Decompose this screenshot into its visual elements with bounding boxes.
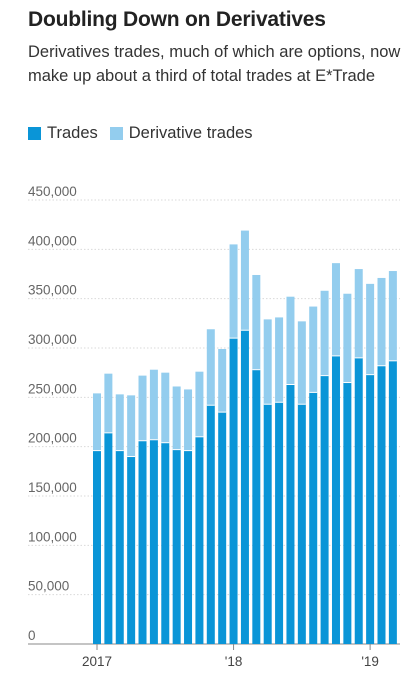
- chart-subtitle: Derivatives trades, much of which are op…: [28, 43, 401, 85]
- bar-derivative-trades: [93, 393, 101, 451]
- bar-derivative-trades: [354, 269, 363, 358]
- bar-trades: [263, 404, 272, 644]
- y-tick-label: 300,000: [28, 332, 77, 347]
- bar-trades: [206, 405, 215, 644]
- bar-derivative-trades: [229, 244, 238, 339]
- y-tick-label: 200,000: [28, 431, 77, 446]
- bar-trades: [229, 338, 238, 644]
- bar-derivative-trades: [206, 329, 215, 406]
- bar-trades: [377, 365, 386, 644]
- bar-derivative-trades: [297, 321, 306, 405]
- bar-derivative-trades: [184, 389, 193, 451]
- bar-trades: [115, 450, 124, 644]
- y-tick-label: 0: [28, 628, 36, 643]
- bar-derivative-trades: [161, 372, 170, 443]
- bar-trades: [252, 369, 261, 644]
- bar-trades: [161, 442, 170, 644]
- bar-derivative-trades: [286, 296, 295, 385]
- bar-derivative-trades: [252, 274, 261, 370]
- bar-derivative-trades: [331, 263, 340, 356]
- bar-trades: [127, 456, 136, 644]
- bar-trades: [366, 374, 375, 644]
- bar-derivative-trades: [240, 230, 249, 331]
- bar-trades: [240, 330, 249, 644]
- bar-derivative-trades: [218, 348, 227, 413]
- legend-label-trades: Trades: [47, 124, 98, 142]
- y-tick-label: 400,000: [28, 233, 77, 248]
- bar-trades: [309, 392, 318, 644]
- bar-trades: [343, 382, 352, 644]
- bar-derivative-trades: [275, 317, 284, 403]
- legend-item-trades: Trades: [28, 124, 98, 143]
- bar-derivative-trades: [377, 277, 386, 366]
- bar-derivative-trades: [388, 271, 397, 361]
- bar-trades: [93, 450, 101, 644]
- bar-trades: [297, 404, 306, 644]
- bar-derivative-trades: [127, 395, 136, 457]
- legend-label-derivative-trades: Derivative trades: [128, 124, 253, 142]
- bar-trades: [275, 402, 284, 644]
- bar-trades: [320, 375, 329, 644]
- bar-derivative-trades: [104, 373, 113, 433]
- y-tick-label: 100,000: [28, 529, 77, 544]
- x-tick-label: 2017: [82, 654, 112, 669]
- bar-trades: [331, 355, 340, 644]
- bar-derivative-trades: [366, 283, 375, 375]
- bar-derivative-trades: [149, 369, 158, 440]
- legend-item-derivative-trades: Derivative trades: [109, 124, 253, 143]
- y-tick-label: 150,000: [28, 480, 77, 495]
- x-tick-label: '19: [361, 654, 379, 669]
- y-tick-label: 50,000: [28, 579, 69, 594]
- bar-derivative-trades: [115, 394, 124, 451]
- bar-derivative-trades: [263, 319, 272, 405]
- legend-swatch-derivative-trades: [109, 127, 123, 140]
- bar-trades: [388, 360, 397, 644]
- bar-derivative-trades: [138, 375, 147, 441]
- bar-derivative-trades: [343, 293, 352, 383]
- chart-title: Doubling Down on Derivatives: [28, 8, 326, 31]
- bar-trades: [218, 412, 227, 644]
- bar-derivative-trades: [309, 306, 318, 393]
- y-tick-label: 450,000: [28, 184, 77, 199]
- bar-derivative-trades: [195, 371, 204, 437]
- bar-trades: [138, 440, 147, 644]
- bar-trades: [195, 436, 204, 644]
- chart-legend: Trades Derivative trades: [28, 124, 265, 143]
- y-tick-label: 350,000: [28, 283, 77, 298]
- bar-trades: [286, 384, 295, 644]
- bar-derivative-trades: [320, 290, 329, 376]
- bar-derivative-trades: [172, 386, 181, 450]
- legend-swatch-trades: [28, 127, 41, 140]
- y-tick-label: 250,000: [28, 381, 77, 396]
- bar-trades: [184, 450, 193, 644]
- x-tick-label: '18: [225, 654, 243, 669]
- bar-trades: [354, 357, 363, 644]
- bar-trades: [149, 439, 158, 644]
- bar-trades: [104, 432, 113, 644]
- bar-trades: [172, 449, 181, 644]
